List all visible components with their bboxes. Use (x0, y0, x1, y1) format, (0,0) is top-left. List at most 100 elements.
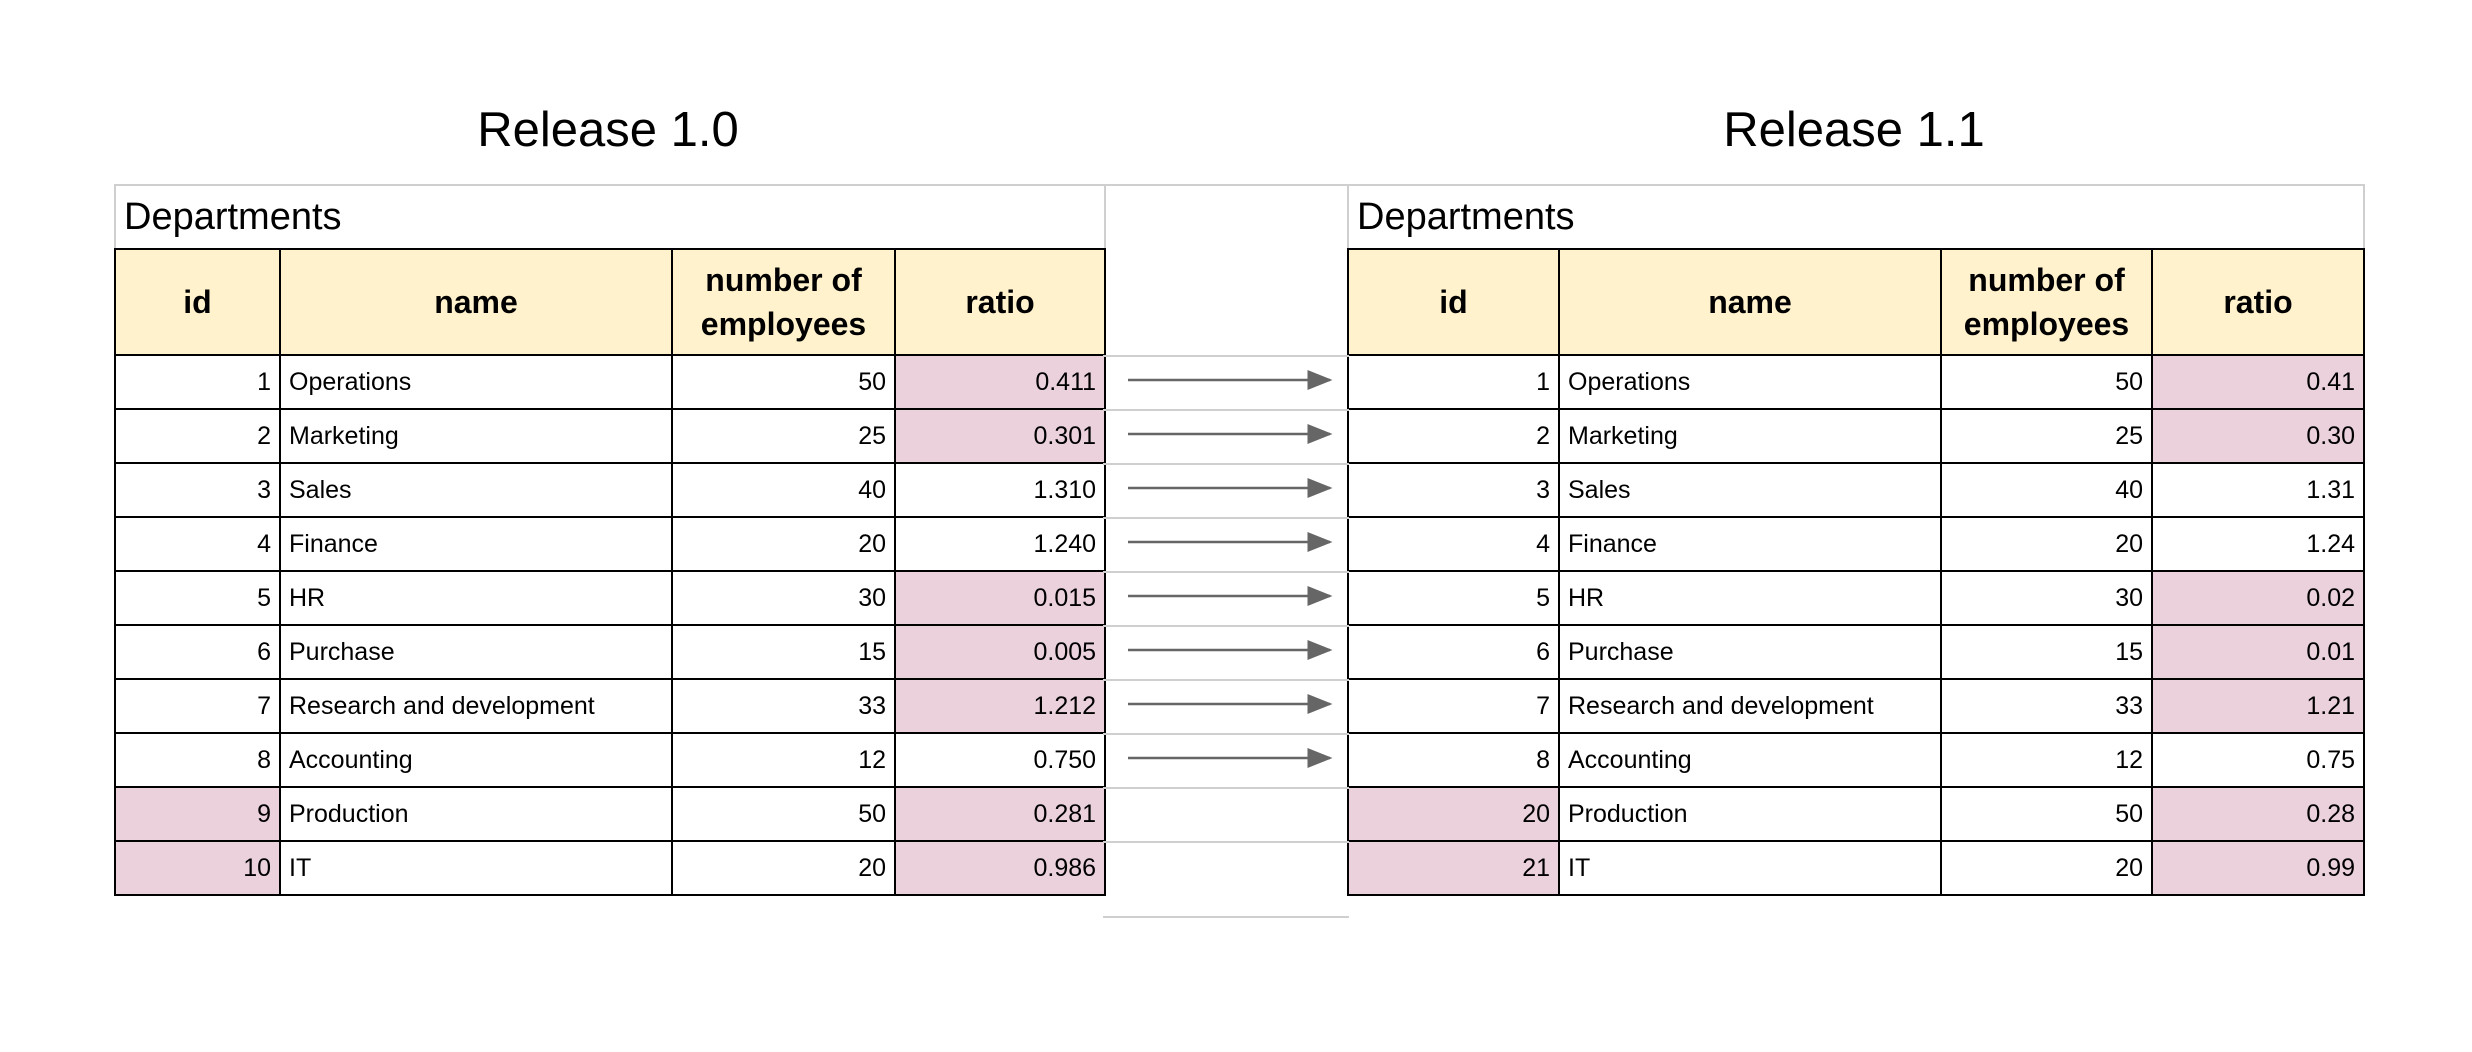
cell-employees: 50 (671, 786, 896, 842)
cell-id: 4 (1347, 516, 1560, 572)
cell-name: Production (1558, 786, 1942, 842)
cell-name: Accounting (1558, 732, 1942, 788)
cell-name: IT (279, 840, 673, 896)
cell-id: 5 (114, 570, 281, 626)
cell-name: Sales (1558, 462, 1942, 518)
cell-employees: 33 (671, 678, 896, 734)
column-header-id: id (1347, 248, 1560, 356)
gap-gridline (1103, 355, 1349, 357)
table-row: 5 HR 30 0.02 (1347, 570, 2366, 626)
cell-id: 1 (114, 354, 281, 410)
gap-gridline (1103, 679, 1349, 681)
table-row: 7 Research and development 33 1.21 (1347, 678, 2366, 734)
cell-name: Operations (279, 354, 673, 410)
table-row: 5 HR 30 0.015 (114, 570, 1107, 626)
cell-employees: 25 (1940, 408, 2153, 464)
cell-ratio: 0.301 (893, 408, 1107, 464)
cell-ratio: 1.212 (893, 678, 1107, 734)
cell-name: HR (279, 570, 673, 626)
column-header-ratio: ratio (893, 248, 1107, 356)
departments-table-left: Departments id name number of employees … (113, 184, 1107, 896)
gap-gridline (1103, 571, 1349, 573)
cell-employees: 30 (671, 570, 896, 626)
cell-employees: 15 (671, 624, 896, 680)
gap-gridline (1103, 463, 1349, 465)
cell-id: 5 (1347, 570, 1560, 626)
cell-ratio: 0.281 (893, 786, 1107, 842)
cell-employees: 20 (671, 840, 896, 896)
table-row: 2 Marketing 25 0.30 (1347, 408, 2366, 464)
table-row: 3 Sales 40 1.310 (114, 462, 1107, 518)
cell-employees: 20 (1940, 516, 2153, 572)
cell-name: Marketing (1558, 408, 1942, 464)
cell-employees: 12 (671, 732, 896, 788)
cell-ratio: 0.02 (2150, 570, 2366, 626)
cell-ratio: 1.21 (2150, 678, 2366, 734)
cell-employees: 50 (1940, 786, 2153, 842)
cell-name: Purchase (279, 624, 673, 680)
cell-name: Operations (1558, 354, 1942, 410)
cell-name: Finance (279, 516, 673, 572)
cell-id: 8 (114, 732, 281, 788)
cell-id: 8 (1347, 732, 1560, 788)
cell-name: Finance (1558, 516, 1942, 572)
cell-employees: 50 (1940, 354, 2153, 410)
cell-ratio: 0.75 (2150, 732, 2366, 788)
cell-name: Research and development (279, 678, 673, 734)
cell-id: 7 (114, 678, 281, 734)
cell-ratio: 0.411 (893, 354, 1107, 410)
cell-id: 10 (114, 840, 281, 896)
departments-table-right: Departments id name number of employees … (1346, 184, 2366, 896)
table-row: 21 IT 20 0.99 (1347, 840, 2366, 896)
table-row: 6 Purchase 15 0.005 (114, 624, 1107, 680)
gap-gridline (1103, 184, 1349, 186)
cell-id: 6 (1347, 624, 1560, 680)
release-title-right: Release 1.1 (1723, 103, 1985, 157)
gap-gridline (1103, 517, 1349, 519)
cell-ratio: 0.015 (893, 570, 1107, 626)
cell-id: 20 (1347, 786, 1560, 842)
cell-ratio: 1.240 (893, 516, 1107, 572)
table-row: 8 Accounting 12 0.750 (114, 732, 1107, 788)
cell-ratio: 0.30 (2150, 408, 2366, 464)
cell-name: Production (279, 786, 673, 842)
table-row: 1 Operations 50 0.411 (114, 354, 1107, 410)
cell-name: Accounting (279, 732, 673, 788)
table-row: 7 Research and development 33 1.212 (114, 678, 1107, 734)
table-row: 9 Production 50 0.281 (114, 786, 1107, 842)
table-row: 10 IT 20 0.986 (114, 840, 1107, 896)
cell-id: 7 (1347, 678, 1560, 734)
cell-employees: 40 (1940, 462, 2153, 518)
cell-employees: 50 (671, 354, 896, 410)
cell-name: Marketing (279, 408, 673, 464)
cell-name: Research and development (1558, 678, 1942, 734)
column-header-ratio: ratio (2150, 248, 2366, 356)
table-row: 3 Sales 40 1.31 (1347, 462, 2366, 518)
column-header-id: id (114, 248, 281, 356)
cell-name: Purchase (1558, 624, 1942, 680)
cell-employees: 20 (671, 516, 896, 572)
cell-employees: 12 (1940, 732, 2153, 788)
cell-ratio: 0.01 (2150, 624, 2366, 680)
table-row: 1 Operations 50 0.41 (1347, 354, 2366, 410)
gap-gridline (1103, 733, 1349, 735)
column-header-employees: number of employees (1940, 248, 2153, 356)
cell-id: 2 (114, 408, 281, 464)
cell-ratio: 1.310 (893, 462, 1107, 518)
table-row: 6 Purchase 15 0.01 (1347, 624, 2366, 680)
table-row: 4 Finance 20 1.24 (1347, 516, 2366, 572)
table-row: 4 Finance 20 1.240 (114, 516, 1107, 572)
cell-employees: 30 (1940, 570, 2153, 626)
cell-id: 21 (1347, 840, 1560, 896)
gap-gridline (1103, 409, 1349, 411)
cell-ratio: 0.99 (2150, 840, 2366, 896)
gap-gridline (1103, 625, 1349, 627)
gap-gridline (1103, 787, 1349, 789)
cell-id: 6 (114, 624, 281, 680)
cell-ratio: 0.005 (893, 624, 1107, 680)
cell-employees: 40 (671, 462, 896, 518)
cell-ratio: 0.41 (2150, 354, 2366, 410)
cell-id: 3 (1347, 462, 1560, 518)
cell-ratio: 0.986 (893, 840, 1107, 896)
